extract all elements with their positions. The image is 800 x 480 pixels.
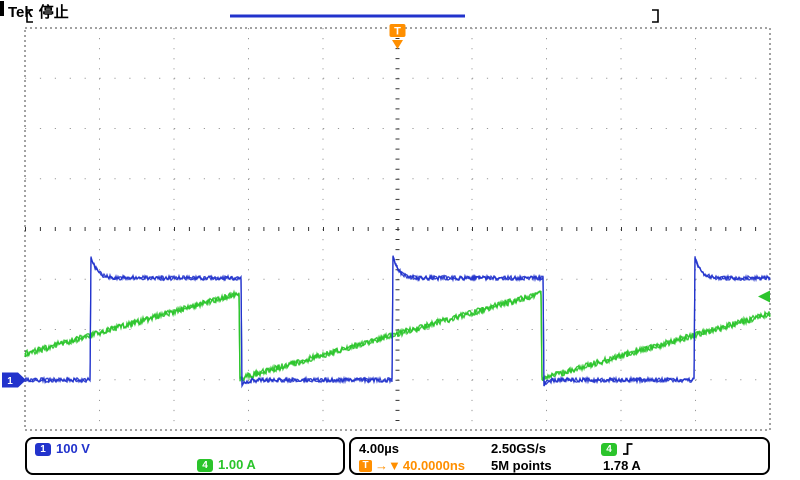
delay-trigger-icon: T [359, 460, 372, 472]
trigger-flag-label: T [394, 26, 401, 38]
horizontal-trigger-readout-box: 4.00µs 2.50GS/s 4 T →▼ 40.0000ns 5M poin… [349, 437, 770, 475]
ch4-scale: 1.00 A [218, 457, 256, 472]
trigger-source-badge: 4 [601, 442, 617, 456]
ch1-ground-marker[interactable]: 1 [2, 372, 26, 388]
screen-corner-mark [0, 1, 4, 16]
delay-arrows: →▼ [375, 458, 401, 473]
trigger-level-arrow[interactable] [758, 290, 770, 303]
ch1-readout[interactable]: 1 100 V [35, 442, 90, 456]
ch1-marker-label: 1 [7, 376, 13, 387]
status-bar: Tek 停止 [8, 1, 69, 22]
waveform-traces [24, 255, 771, 389]
trigger-position-marker[interactable]: T [389, 24, 406, 49]
trigger-source-readout: 4 [601, 442, 634, 456]
timebase-readout: 4.00µs [359, 441, 400, 456]
ch1-scale: 100 V [56, 441, 90, 456]
ch1-marker-shape[interactable] [2, 372, 26, 388]
sample-rate-readout: 2.50GS/s [491, 441, 546, 456]
trigger-flag-box[interactable] [389, 24, 406, 37]
delay-value: 40.0000ns [402, 458, 466, 473]
trigger-slope-icon [623, 443, 633, 455]
ch1-badge: 1 [35, 442, 51, 456]
brand-logo: Tek [8, 4, 33, 21]
acquisition-status: 停止 [38, 4, 69, 21]
ch4-readout[interactable]: 4 1.00 A [197, 458, 256, 472]
graticule-grid [24, 27, 771, 431]
trigger-delay-readout: T →▼ 40.0000ns [359, 459, 465, 473]
record-left-bracket [26, 9, 33, 23]
channel-readout-box: 1 100 V 4 1.00 A [25, 437, 345, 475]
record-right-bracket [652, 9, 659, 23]
trigger-position-arrow[interactable] [392, 40, 403, 49]
trigger-level-readout: 1.78 A [603, 458, 641, 473]
record-view-bar [26, 9, 659, 23]
record-length-readout: 5M points [491, 458, 552, 473]
ch4-badge: 4 [197, 458, 213, 472]
